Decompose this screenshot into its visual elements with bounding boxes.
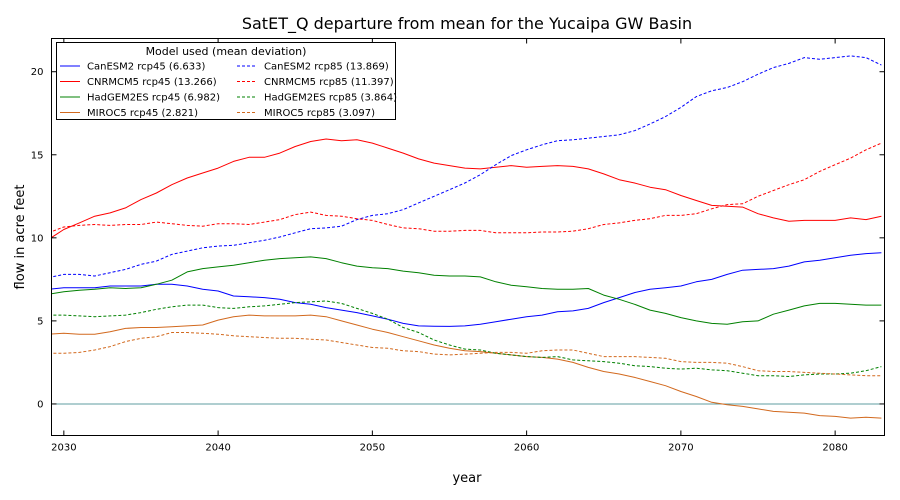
series-line-6 bbox=[51, 142, 882, 234]
legend-label: HadGEM2ES rcp85 (3.864) bbox=[264, 93, 397, 104]
legend-label: CanESM2 rcp85 (13.869) bbox=[264, 62, 389, 73]
x-tick-label: 2060 bbox=[514, 443, 539, 454]
legend-label: CNRMCM5 rcp45 (13.266) bbox=[87, 77, 217, 88]
x-tick-label: 2070 bbox=[668, 443, 693, 454]
series-line-1 bbox=[51, 252, 882, 327]
series-line-4 bbox=[51, 314, 882, 419]
legend-box bbox=[56, 42, 396, 120]
y-tick-label: 5 bbox=[37, 316, 43, 327]
legend-label: HadGEM2ES rcp45 (6.982) bbox=[87, 93, 220, 104]
axis-ticks: 2030 2040 2050 2060 2070 2080 0 5 10 15 20 bbox=[31, 38, 885, 454]
x-axis-label: year bbox=[452, 471, 482, 486]
x-tick-label: 2080 bbox=[822, 443, 847, 454]
legend-label: CanESM2 rcp45 (6.633) bbox=[87, 62, 205, 73]
legend-label: MIROC5 rcp45 (2.821) bbox=[87, 108, 198, 119]
y-tick-label: 15 bbox=[31, 150, 44, 161]
legend-items: CanESM2 rcp45 (6.633) CNRMCM5 rcp45 (13.2… bbox=[60, 62, 397, 119]
legend-label: CNRMCM5 rcp85 (11.397) bbox=[264, 77, 394, 88]
chart-title: SatET_Q departure from mean for the Yuca… bbox=[242, 14, 692, 34]
x-tick-label: 2040 bbox=[205, 443, 230, 454]
x-tick-label: 2050 bbox=[360, 443, 385, 454]
series-line-7 bbox=[51, 300, 882, 377]
x-tick-label: 2030 bbox=[51, 443, 76, 454]
series-line-2 bbox=[51, 138, 882, 239]
series-line-5 bbox=[51, 55, 882, 278]
y-tick-label: 10 bbox=[31, 233, 44, 244]
plot-frame bbox=[51, 38, 885, 436]
series-line-3 bbox=[51, 256, 882, 325]
y-axis-label: flow in acre feet bbox=[13, 185, 28, 290]
series-line-8 bbox=[51, 332, 882, 377]
plot-area bbox=[51, 55, 885, 419]
legend-label: MIROC5 rcp85 (3.097) bbox=[264, 108, 375, 119]
legend: Model used (mean deviation) CanESM2 rcp4… bbox=[56, 42, 397, 120]
y-tick-label: 0 bbox=[37, 399, 43, 410]
y-tick-label: 20 bbox=[31, 67, 44, 78]
legend-title: Model used (mean deviation) bbox=[146, 45, 307, 58]
